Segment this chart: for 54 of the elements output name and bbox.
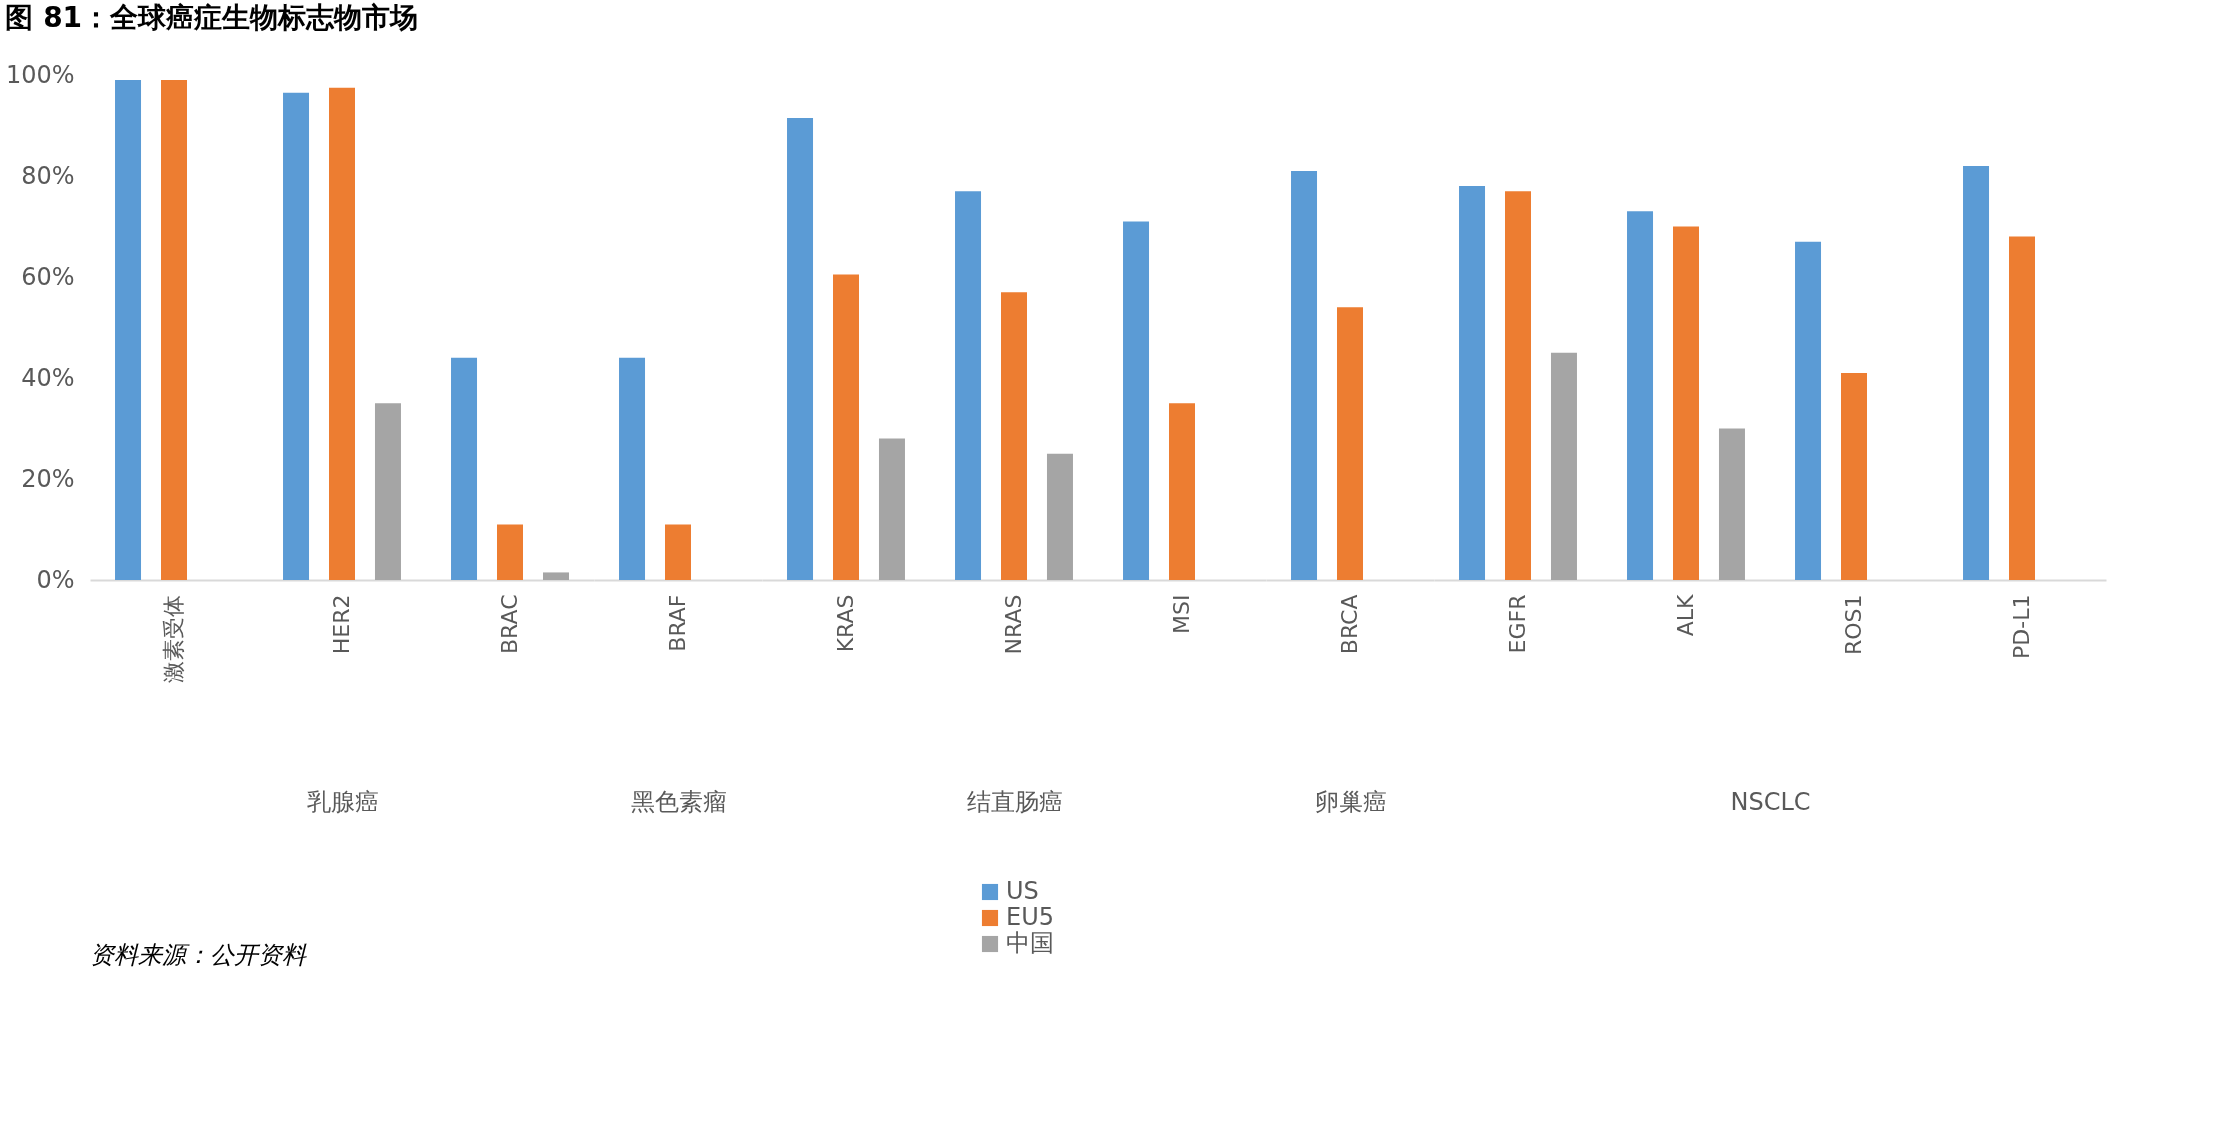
x-axis-title: NSCLC bbox=[1730, 787, 1811, 816]
bar bbox=[1963, 165, 1990, 580]
bar bbox=[1123, 221, 1150, 580]
bar bbox=[1169, 403, 1195, 580]
bar bbox=[833, 274, 859, 580]
x-tick-label: HER2 bbox=[329, 594, 354, 655]
bar bbox=[1718, 428, 1745, 580]
x-tick-label: ALK bbox=[1673, 593, 1698, 637]
y-tick-label: 40% bbox=[21, 363, 75, 392]
x-tick-label: NRAS bbox=[1001, 594, 1026, 655]
y-tick-label: 0% bbox=[36, 565, 75, 594]
x-tick-label: BRAC bbox=[497, 594, 522, 655]
x-tick-label: EGFR bbox=[1505, 594, 1530, 654]
chart-title: 图 81：全球癌症生物标志物市场 bbox=[5, 1, 419, 34]
bar bbox=[1841, 372, 1867, 580]
bar bbox=[878, 438, 905, 580]
x-tick-label: MSI bbox=[1169, 594, 1194, 634]
bar bbox=[955, 191, 982, 580]
bar bbox=[497, 524, 523, 580]
bar bbox=[329, 87, 355, 580]
bar bbox=[115, 80, 142, 580]
bar bbox=[374, 403, 401, 580]
legend-label: 中国 bbox=[1006, 929, 1054, 957]
legend-label: EU5 bbox=[1006, 903, 1054, 931]
x-axis-title: 卵巢癌 bbox=[1314, 787, 1387, 816]
bar bbox=[1550, 352, 1577, 580]
x-axis-title: 乳腺癌 bbox=[306, 787, 379, 816]
bar bbox=[1459, 186, 1486, 580]
x-tick-label: ROS1 bbox=[1841, 594, 1866, 656]
text: 资料来源：公开资料 bbox=[90, 941, 307, 969]
x-tick-label: PD-L1 bbox=[2009, 594, 2034, 659]
bar bbox=[1673, 226, 1699, 580]
x-tick-label: 激素受体 bbox=[161, 594, 186, 683]
bar bbox=[2009, 236, 2035, 580]
y-tick-label: 20% bbox=[21, 464, 75, 493]
bar bbox=[1505, 191, 1531, 580]
x-tick-label: BRCA bbox=[1337, 594, 1362, 655]
bar bbox=[542, 572, 569, 580]
bar bbox=[1627, 211, 1654, 580]
x-axis-title: 结直肠癌 bbox=[966, 787, 1063, 816]
bar bbox=[283, 92, 310, 580]
x-tick-label: KRAS bbox=[833, 594, 858, 653]
y-tick-label: 60% bbox=[21, 262, 75, 291]
x-tick-label: BRAF bbox=[665, 594, 690, 652]
bar bbox=[161, 80, 187, 580]
x-axis-title: 黑色素瘤 bbox=[630, 787, 727, 816]
bar bbox=[787, 117, 814, 580]
y-tick-label: 80% bbox=[21, 161, 75, 190]
bar bbox=[1046, 453, 1073, 580]
bar bbox=[451, 357, 478, 580]
legend-label: US bbox=[1006, 877, 1039, 905]
bar bbox=[1001, 292, 1027, 580]
y-tick-label: 100% bbox=[5, 60, 75, 89]
bar bbox=[1795, 241, 1822, 580]
